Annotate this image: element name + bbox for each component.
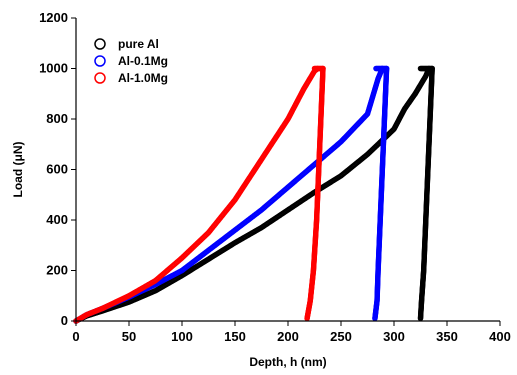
y-tick-label: 1200 xyxy=(39,10,68,25)
x-tick-label: 400 xyxy=(489,329,511,344)
legend-marker xyxy=(94,55,106,67)
series-al-0-1mg xyxy=(73,65,390,324)
y-tick-label: 0 xyxy=(61,313,68,328)
data-series xyxy=(73,65,435,324)
y-tick-label: 200 xyxy=(46,263,68,278)
series-al-1-0mg xyxy=(73,65,326,324)
y-tick-label: 1000 xyxy=(39,61,68,76)
y-tick-label: 800 xyxy=(46,111,68,126)
legend-label: Al-0.1Mg xyxy=(118,54,168,68)
y-tick-label: 400 xyxy=(46,212,68,227)
x-tick-label: 150 xyxy=(224,329,246,344)
x-tick-label: 200 xyxy=(277,329,299,344)
x-tick-label: 50 xyxy=(122,329,136,344)
legend: pure Al Al-0.1Mg Al-1.0Mg xyxy=(94,37,168,85)
x-tick-label: 0 xyxy=(72,329,79,344)
y-tick-label: 600 xyxy=(46,162,68,177)
y-axis-title: Load (μN) xyxy=(11,141,25,197)
legend-marker xyxy=(94,72,106,84)
legend-marker xyxy=(94,38,106,50)
x-tick-label: 250 xyxy=(330,329,352,344)
axes: 0 50 100 150 200 250 300 350 400 0 200 400 600 800 100… xyxy=(39,10,511,344)
legend-label: Al-1.0Mg xyxy=(118,71,168,85)
x-axis-title: Depth, h (nm) xyxy=(249,355,326,369)
legend-label: pure Al xyxy=(118,37,159,51)
x-tick-label: 350 xyxy=(436,329,458,344)
x-tick-label: 100 xyxy=(171,329,193,344)
x-tick-label: 300 xyxy=(383,329,405,344)
